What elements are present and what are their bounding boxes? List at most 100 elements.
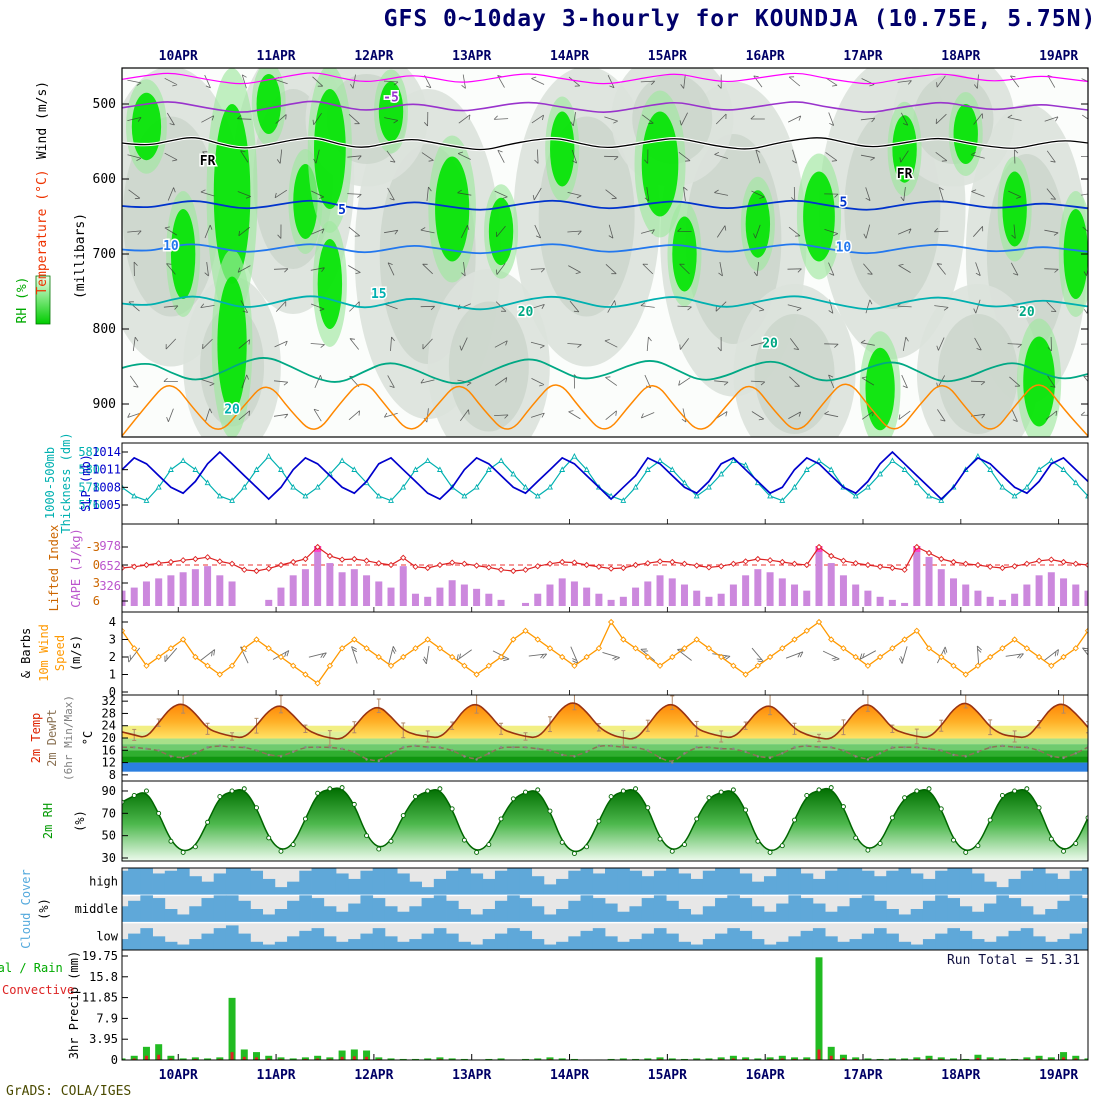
svg-text:15: 15 bbox=[371, 287, 387, 302]
x-axis-top: 10APR 11APR 12APR 13APR 14APR 15APR 16APR 17APR… bbox=[159, 49, 1078, 74]
axis-label: 2m RH bbox=[41, 803, 55, 839]
contour--5 bbox=[122, 100, 1088, 113]
axis-label: Temperature (°C) bbox=[35, 169, 50, 294]
svg-text:Convective: Convective bbox=[2, 983, 74, 997]
cape-li-panel bbox=[122, 543, 1088, 606]
svg-text:1005: 1005 bbox=[92, 498, 121, 512]
svg-text:1: 1 bbox=[109, 668, 116, 682]
axis-label: Wind (m/s) bbox=[35, 81, 50, 159]
contour-line bbox=[122, 72, 1088, 85]
contour-FR bbox=[122, 137, 1088, 151]
svg-text:50: 50 bbox=[102, 829, 116, 843]
rh-line bbox=[122, 787, 1088, 853]
svg-text:0: 0 bbox=[111, 1053, 118, 1067]
svg-text:15APR: 15APR bbox=[648, 49, 687, 64]
svg-text:24: 24 bbox=[102, 719, 116, 733]
svg-text:20: 20 bbox=[1019, 305, 1035, 320]
svg-text:6: 6 bbox=[93, 594, 100, 608]
wind-speed-line bbox=[122, 620, 1088, 685]
svg-text:0: 0 bbox=[93, 558, 100, 572]
axis-label: Thickness (dm) bbox=[59, 432, 73, 533]
svg-text:high: high bbox=[89, 875, 118, 889]
svg-text:17APR: 17APR bbox=[843, 1068, 882, 1083]
dewpt-line bbox=[122, 744, 1088, 762]
slp-thickness-panel bbox=[122, 450, 1088, 503]
svg-text:1014: 1014 bbox=[92, 445, 121, 459]
svg-text:15.8: 15.8 bbox=[89, 970, 118, 984]
svg-text:8: 8 bbox=[109, 768, 116, 782]
cape-frame: -3 0 3 6 978 652 326 bbox=[86, 523, 1089, 613]
svg-text:10: 10 bbox=[163, 239, 179, 254]
rh2m-panel bbox=[122, 785, 1088, 861]
contour-5 bbox=[122, 199, 1088, 211]
svg-text:FR: FR bbox=[200, 154, 216, 169]
axis-label: 2m DewPt bbox=[45, 709, 59, 767]
contour-10 bbox=[122, 243, 1088, 255]
axis-label: 2m Temp bbox=[29, 713, 43, 764]
svg-text:19APR: 19APR bbox=[1039, 1068, 1078, 1083]
svg-text:600: 600 bbox=[93, 172, 116, 187]
svg-text:20: 20 bbox=[224, 402, 240, 417]
svg-text:18APR: 18APR bbox=[941, 49, 980, 64]
axis-label: & Barbs bbox=[19, 628, 33, 679]
svg-text:12APR: 12APR bbox=[354, 49, 393, 64]
svg-text:5: 5 bbox=[338, 203, 346, 218]
svg-text:0: 0 bbox=[109, 685, 116, 699]
slp-frame: 582 580 578 576 1014 1011 1008 1005 bbox=[78, 442, 1089, 525]
precip-frame: 19.75 15.8 11.85 7.9 3.95 0 bbox=[82, 949, 1089, 1067]
svg-text:3: 3 bbox=[109, 633, 116, 647]
svg-text:17APR: 17APR bbox=[843, 49, 882, 64]
svg-text:12APR: 12APR bbox=[354, 1068, 393, 1083]
svg-text:70: 70 bbox=[102, 806, 116, 820]
contour-15 bbox=[122, 295, 1088, 311]
axis-label: Speed bbox=[53, 635, 67, 671]
svg-text:20: 20 bbox=[102, 731, 116, 745]
rh2m-frame: 90 70 50 30 bbox=[102, 780, 1089, 865]
svg-text:978: 978 bbox=[99, 539, 121, 553]
cross-section-frame: 500 600 700 800 900 bbox=[35, 67, 1089, 438]
wind10-panel bbox=[122, 618, 1088, 687]
wind-speed-markers bbox=[122, 618, 1088, 687]
precip-panel bbox=[122, 957, 1088, 1060]
svg-text:30: 30 bbox=[102, 851, 116, 865]
axis-label: SLP (mb) bbox=[79, 454, 93, 512]
svg-text:1011: 1011 bbox=[92, 463, 121, 477]
svg-text:900: 900 bbox=[93, 397, 116, 412]
svg-text:16APR: 16APR bbox=[746, 1068, 785, 1083]
svg-text:20: 20 bbox=[518, 305, 534, 320]
temp-area bbox=[122, 703, 1088, 739]
svg-text:12: 12 bbox=[102, 756, 116, 770]
svg-text:7.9: 7.9 bbox=[96, 1011, 118, 1025]
sfc-wind-barbs bbox=[127, 645, 1088, 665]
svg-text:19.75: 19.75 bbox=[82, 949, 118, 963]
svg-text:90: 90 bbox=[102, 784, 116, 798]
svg-text:low: low bbox=[96, 929, 118, 943]
x-axis-bottom: 10APR 11APR 12APR 13APR 14APR 15APR 16APR 17APR… bbox=[159, 432, 1078, 1083]
axis-label: (m/s) bbox=[69, 635, 83, 671]
axis-label: °C bbox=[81, 731, 95, 745]
li-markers bbox=[122, 543, 1088, 575]
svg-text:4: 4 bbox=[109, 615, 116, 629]
svg-text:-3: -3 bbox=[86, 540, 100, 554]
axis-label: 3hr Precip (mm) bbox=[67, 951, 81, 1059]
svg-text:10APR: 10APR bbox=[159, 49, 198, 64]
run-total-label: Run Total = 51.31 bbox=[947, 953, 1080, 968]
axis-label: Cloud Cover bbox=[19, 869, 33, 948]
svg-text:11APR: 11APR bbox=[257, 49, 296, 64]
svg-text:652: 652 bbox=[99, 559, 121, 573]
svg-text:13APR: 13APR bbox=[452, 1068, 491, 1083]
svg-text:14APR: 14APR bbox=[550, 1068, 589, 1083]
svg-text:-5: -5 bbox=[383, 90, 399, 105]
rh-legend-colorbar bbox=[35, 275, 51, 325]
axis-label: (6hr Min/Max) bbox=[62, 695, 75, 781]
svg-text:FR: FR bbox=[897, 167, 913, 182]
svg-text:800: 800 bbox=[93, 322, 116, 337]
axis-label: (millibars) bbox=[73, 213, 88, 299]
svg-text:18APR: 18APR bbox=[941, 1068, 980, 1083]
temp-line bbox=[122, 702, 1088, 740]
svg-text:1008: 1008 bbox=[92, 480, 121, 494]
svg-text:10APR: 10APR bbox=[159, 1068, 198, 1083]
svg-text:3: 3 bbox=[93, 576, 100, 590]
axis-label: 1000-500mb bbox=[43, 447, 57, 519]
